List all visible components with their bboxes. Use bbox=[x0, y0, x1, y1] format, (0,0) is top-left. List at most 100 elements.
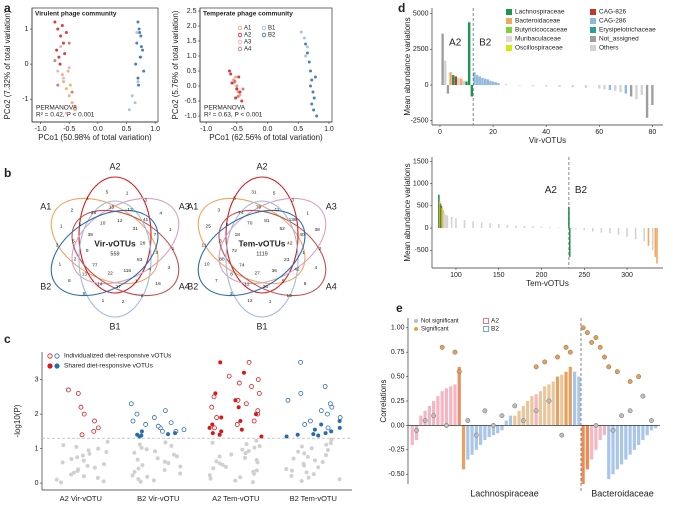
point bbox=[640, 393, 646, 399]
point bbox=[229, 72, 233, 76]
bar bbox=[568, 366, 572, 426]
point bbox=[130, 418, 136, 424]
y-tick-label: 500 bbox=[417, 203, 429, 210]
y-tick-label: -0.25 bbox=[389, 447, 405, 454]
point bbox=[178, 471, 183, 476]
point bbox=[95, 475, 100, 480]
point bbox=[240, 99, 244, 103]
point bbox=[168, 420, 174, 426]
point bbox=[236, 380, 242, 386]
panel-label: e bbox=[396, 301, 403, 315]
bar bbox=[472, 221, 474, 229]
point bbox=[128, 401, 134, 407]
venn-set bbox=[225, 176, 299, 294]
point bbox=[255, 460, 260, 465]
bar bbox=[508, 415, 513, 426]
point bbox=[62, 41, 65, 45]
point bbox=[610, 427, 616, 433]
bar bbox=[440, 205, 443, 229]
venn-region-count: 25 bbox=[206, 224, 212, 230]
point bbox=[67, 94, 71, 98]
venn-region-count: 1 bbox=[126, 190, 129, 196]
point bbox=[105, 439, 110, 444]
bar bbox=[532, 226, 534, 229]
point bbox=[328, 441, 333, 446]
venn-region-count: 27 bbox=[254, 270, 260, 276]
venn-set bbox=[225, 200, 299, 318]
y-tick-label: 0.75 bbox=[391, 349, 405, 356]
point bbox=[444, 423, 449, 428]
point bbox=[253, 412, 258, 417]
legend-label: B1 bbox=[268, 26, 276, 32]
venn-region-count: 18 bbox=[235, 232, 241, 238]
point bbox=[252, 445, 257, 450]
bar bbox=[475, 75, 479, 86]
venn-region-count: 8 bbox=[68, 278, 71, 284]
bar bbox=[494, 82, 497, 86]
point bbox=[213, 391, 218, 396]
point bbox=[306, 475, 311, 480]
point bbox=[320, 460, 325, 465]
x-tick-label: A2 Tem-vOTU bbox=[212, 494, 259, 503]
group-label: Bacteroidaceae bbox=[591, 488, 654, 498]
point bbox=[589, 340, 595, 345]
point bbox=[329, 429, 334, 434]
point bbox=[227, 69, 231, 73]
point bbox=[295, 432, 300, 437]
bar bbox=[647, 228, 650, 246]
venn-region-count: 10 bbox=[204, 261, 210, 267]
legend-swatch bbox=[261, 25, 267, 31]
venn-region-count: 5 bbox=[72, 239, 75, 245]
bar bbox=[619, 85, 622, 93]
bar bbox=[480, 222, 483, 229]
x-tick-label: 1.0 bbox=[150, 126, 160, 133]
point bbox=[307, 418, 313, 424]
venn-region-count: 5 bbox=[106, 190, 109, 196]
point bbox=[66, 69, 70, 73]
bar bbox=[600, 228, 603, 233]
bar bbox=[515, 225, 517, 229]
x-tick-label: 0.5 bbox=[293, 126, 303, 133]
point bbox=[337, 415, 343, 420]
venn-region-count: 9 bbox=[86, 248, 89, 254]
bar bbox=[521, 405, 525, 426]
point bbox=[238, 475, 243, 480]
point bbox=[309, 69, 313, 73]
legend-swatch bbox=[506, 18, 512, 24]
venn-set bbox=[78, 176, 152, 294]
bar bbox=[497, 82, 500, 86]
venn-set bbox=[50, 209, 159, 297]
point bbox=[229, 452, 234, 457]
bar bbox=[489, 223, 491, 229]
point bbox=[319, 422, 324, 427]
bar bbox=[530, 396, 534, 426]
point bbox=[64, 111, 68, 115]
point bbox=[246, 449, 251, 454]
legend-swatch bbox=[483, 326, 489, 332]
point bbox=[136, 466, 141, 471]
point bbox=[60, 73, 64, 77]
venn-region-count: 3 bbox=[167, 265, 170, 271]
bar bbox=[457, 77, 460, 86]
bar bbox=[441, 33, 444, 86]
point bbox=[251, 418, 257, 424]
venn-region-count: 14 bbox=[97, 282, 103, 288]
panel-label: b bbox=[4, 166, 11, 180]
y-tick-label: 1 bbox=[25, 26, 29, 33]
venn-center-value: 1119 bbox=[256, 251, 267, 257]
point bbox=[291, 456, 296, 461]
bar bbox=[654, 228, 657, 257]
venn-region-count: 1 bbox=[172, 246, 175, 252]
annotation: A2 bbox=[449, 38, 462, 49]
point bbox=[136, 80, 140, 84]
venn-region-count: 40 bbox=[299, 232, 305, 238]
venn-region-count: 4 bbox=[149, 266, 152, 272]
point bbox=[219, 429, 224, 434]
point bbox=[101, 479, 106, 484]
venn-region-count: 26 bbox=[263, 284, 269, 290]
point bbox=[284, 434, 289, 439]
bar bbox=[487, 425, 491, 438]
point bbox=[226, 373, 232, 379]
bar bbox=[555, 376, 560, 426]
point bbox=[174, 454, 179, 459]
